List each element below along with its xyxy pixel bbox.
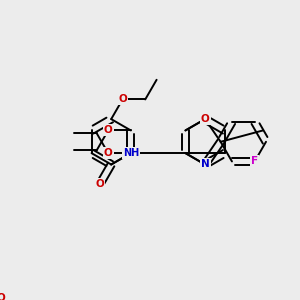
Text: O: O [0,293,5,300]
Text: O: O [95,179,104,189]
Text: O: O [0,293,5,300]
Text: O: O [104,148,112,158]
Text: O: O [0,293,5,300]
Text: O: O [118,94,127,104]
Text: N: N [201,160,209,170]
Text: O: O [201,114,209,124]
Text: O: O [104,125,112,135]
Text: F: F [251,156,258,167]
Text: NH: NH [123,148,139,158]
